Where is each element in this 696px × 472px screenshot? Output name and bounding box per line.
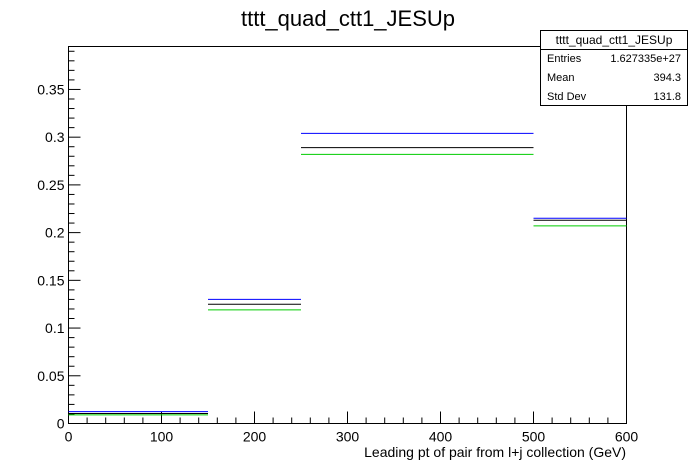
y-tick-label: 0.05 — [37, 368, 64, 384]
stats-label: Entries — [547, 53, 582, 65]
chart-title: tttt_quad_ctt1_JESUp — [241, 6, 455, 31]
x-axis: 0 100 200 300 400 500 600 — [65, 411, 639, 445]
y-tick-label: 0.2 — [45, 225, 65, 241]
stats-value: 1.627335e+27 — [610, 53, 681, 65]
x-tick-label: 200 — [243, 429, 267, 445]
y-tick-label: 0.3 — [45, 129, 65, 145]
x-tick-label: 100 — [150, 429, 174, 445]
stats-label: Std Dev — [547, 91, 587, 103]
stats-value: 394.3 — [653, 72, 681, 84]
series-2 — [68, 153, 627, 416]
y-tick-label: 0.35 — [37, 81, 64, 97]
y-tick-label: 0.25 — [37, 177, 64, 193]
stats-value: 131.8 — [653, 91, 681, 103]
x-tick-label: 500 — [522, 429, 546, 445]
x-tick-label: 300 — [336, 429, 360, 445]
y-axis: 0 0.05 0.1 0.15 0.2 0.25 0.3 0.35 — [37, 50, 81, 432]
stats-title: tttt_quad_ctt1_JESUp — [541, 31, 687, 50]
y-tick-label: 0.15 — [37, 272, 64, 288]
x-axis-label: Leading pt of pair from l+j collection (… — [364, 444, 626, 460]
y-tick-label: 0 — [57, 416, 65, 432]
stats-row-entries: Entries 1.627335e+27 — [541, 50, 687, 69]
series-0 — [68, 132, 627, 413]
x-tick-label: 600 — [615, 429, 639, 445]
stats-box: tttt_quad_ctt1_JESUp Entries 1.627335e+2… — [540, 30, 688, 106]
y-tick-label: 0.1 — [45, 320, 65, 336]
series-layer — [68, 132, 627, 416]
stats-label: Mean — [547, 72, 575, 84]
x-tick-label: 400 — [429, 429, 453, 445]
series-1 — [68, 147, 627, 414]
stats-row-std-dev: Std Dev 131.8 — [541, 88, 687, 107]
x-tick-label: 0 — [65, 429, 73, 445]
stats-row-mean: Mean 394.3 — [541, 69, 687, 88]
